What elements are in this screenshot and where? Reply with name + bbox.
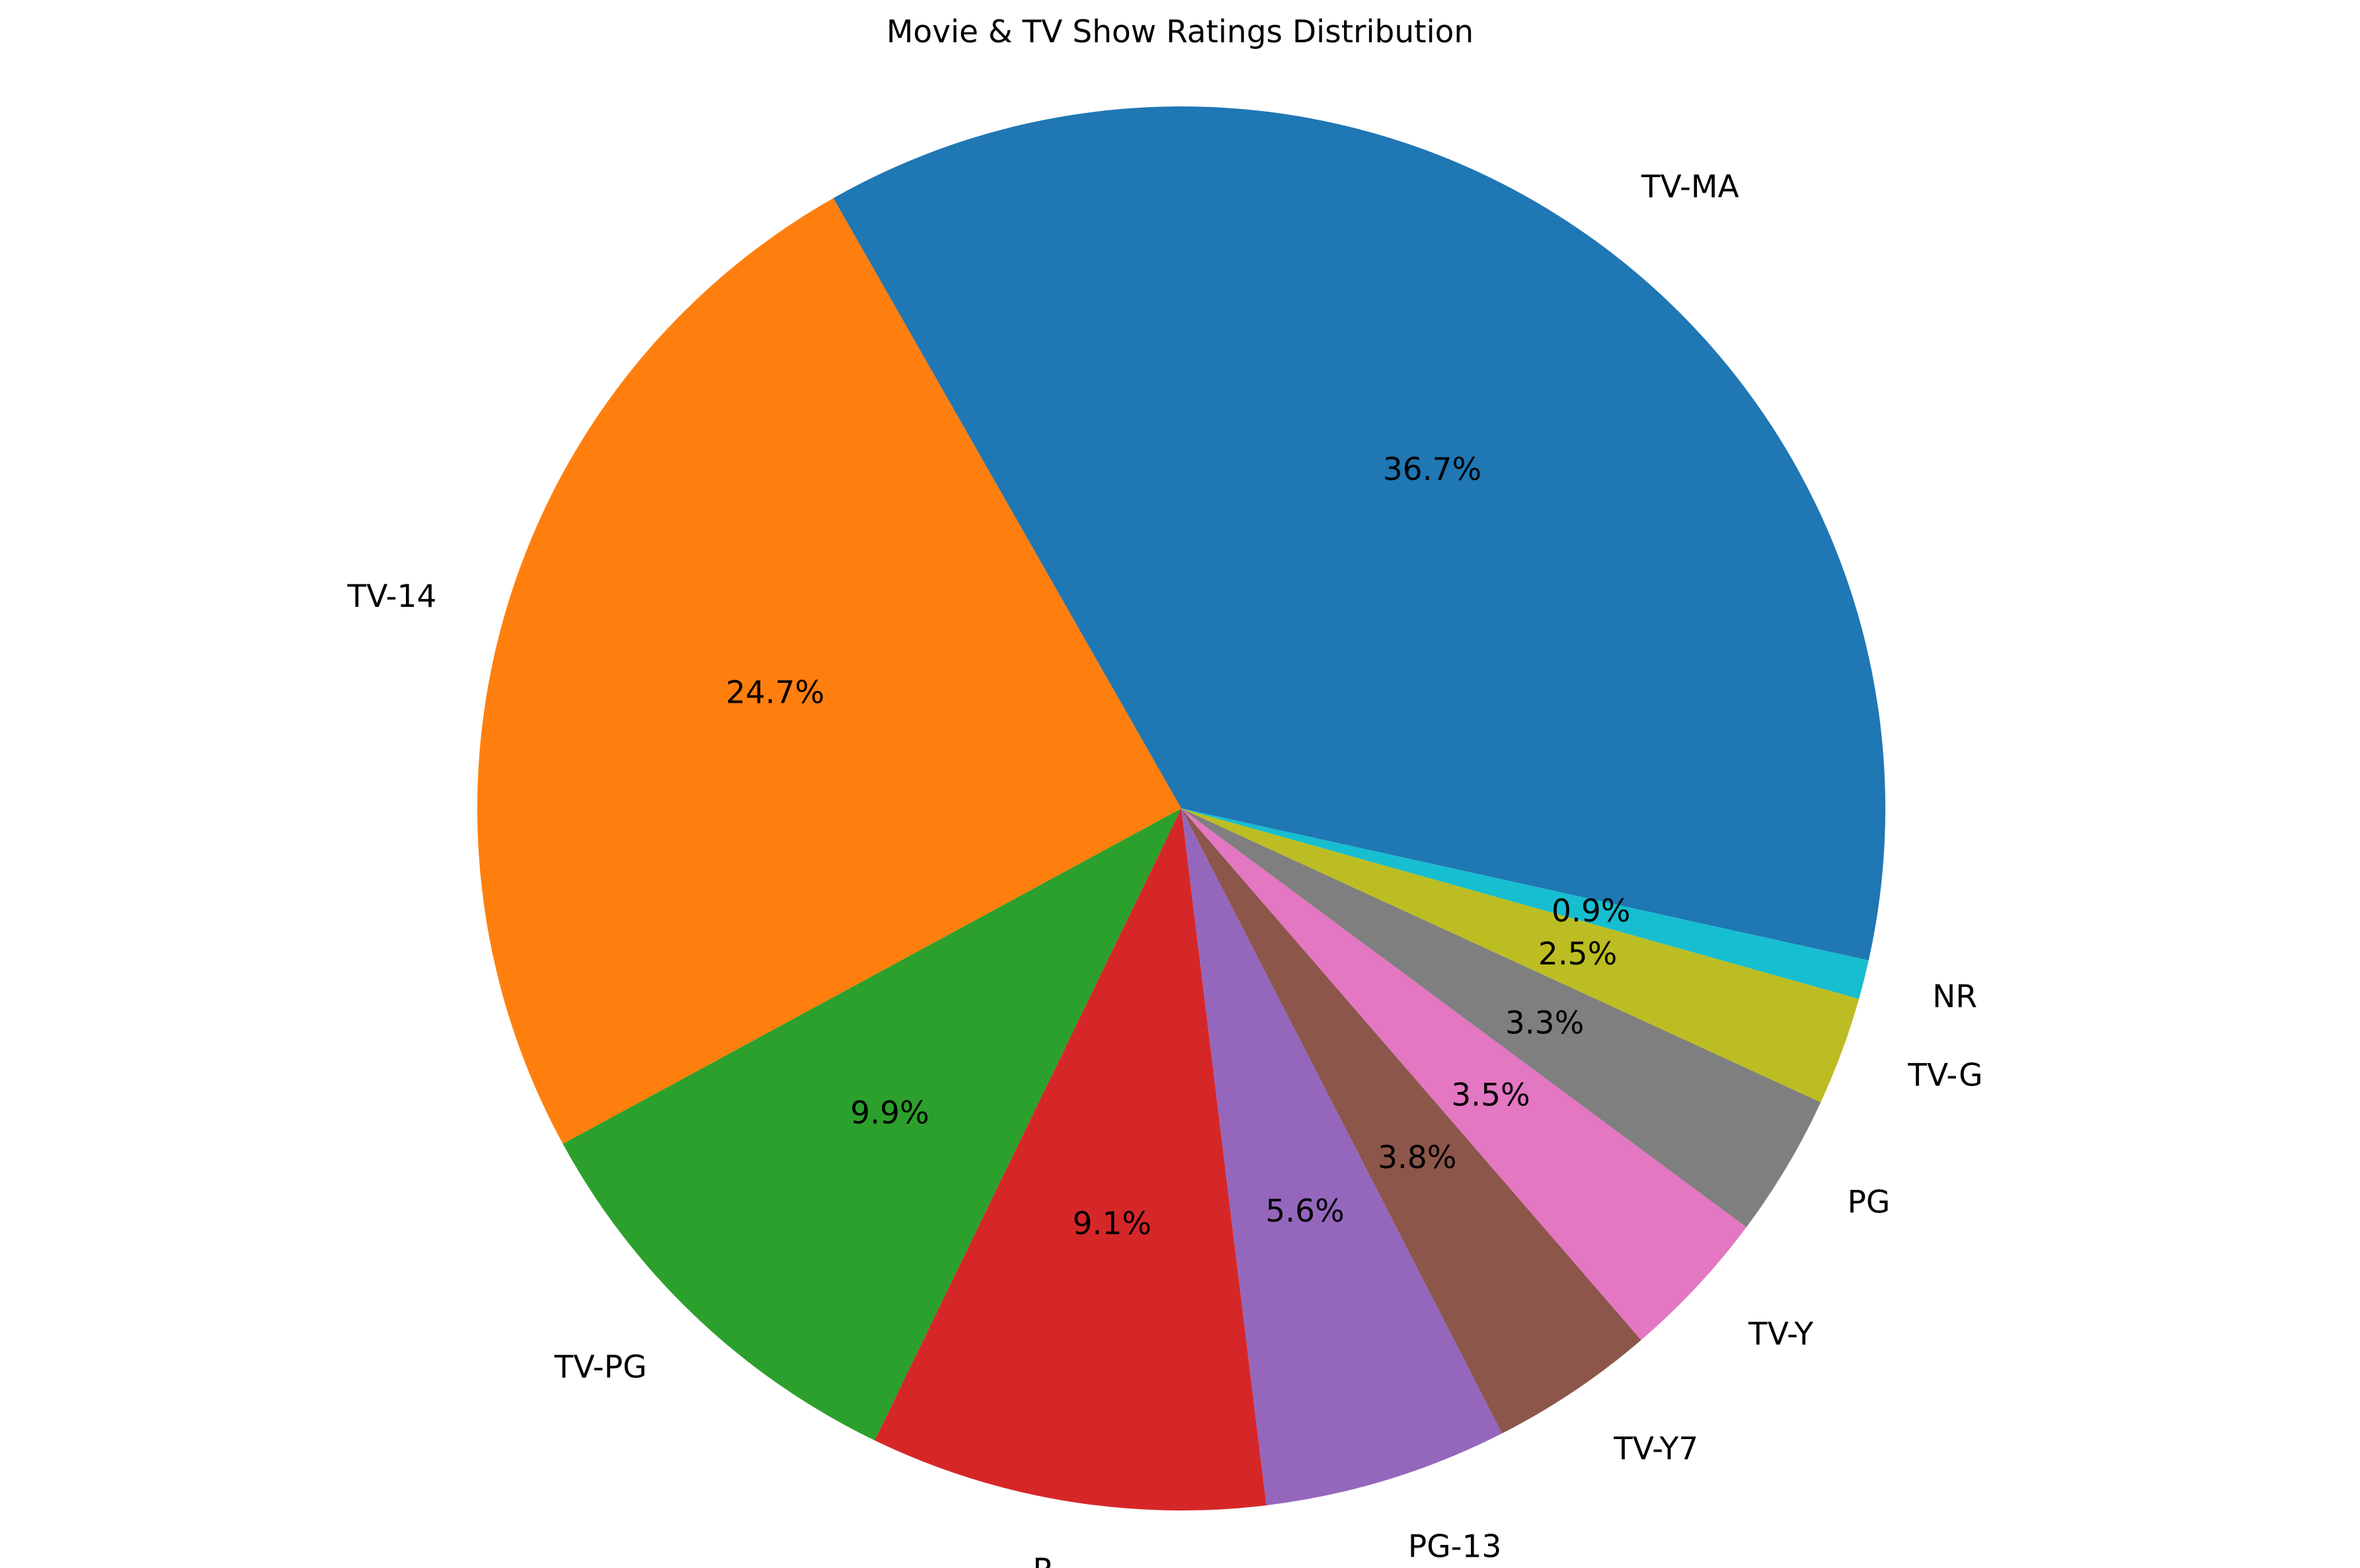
slice-percent-label: 9.1% [1072,1206,1151,1242]
slice-percent-label: 0.9% [1552,893,1630,929]
slice-label: NR [1932,978,1977,1015]
slice-percent-label: 3.8% [1378,1140,1456,1176]
chart-title: Movie & TV Show Ratings Distribution [886,14,1474,50]
wedges [477,106,1886,1511]
slice-label: PG-13 [1408,1529,1502,1565]
slice-percent-label: 2.5% [1538,936,1617,972]
slice-label: TV-Y [1748,1316,1813,1352]
pie-slice-tv-ma [833,106,1886,960]
pie-slice-nr [1181,808,1869,1000]
pie-slice-tv-pg [563,808,1181,1440]
slice-label: TV-MA [1641,169,1739,206]
slice-label: TV-Y7 [1613,1431,1698,1468]
pie-slice-tv-y7 [1181,808,1641,1434]
slice-label: TV-14 [347,578,437,615]
pie-slice-tv-14 [477,198,1181,1144]
slice-percent-label: 24.7% [726,675,824,711]
pie-slice-tv-g [1181,808,1860,1103]
slice-percent-label: 3.3% [1505,1005,1584,1042]
pie-slice-pg-13 [1181,808,1503,1506]
pie-slice-pg [1181,808,1821,1228]
slice-percent-label: 5.6% [1265,1193,1344,1230]
pie-slice-r [875,808,1267,1511]
slice-label: TV-PG [554,1349,647,1386]
slice-label: PG [1848,1185,1891,1221]
slice-label: R [1033,1552,1054,1568]
slice-percent-label: 3.5% [1451,1077,1530,1113]
pie-slice-tv-y [1181,808,1747,1341]
slice-label: TV-G [1907,1058,1983,1094]
slice-percent-label: 9.9% [850,1095,929,1132]
labels: TV-MA 36.7% TV-14 24.7% TV-PG 9.9% R 9.1% PG-13 5… [347,169,1983,1568]
slice-percent-label: 36.7% [1383,451,1481,488]
